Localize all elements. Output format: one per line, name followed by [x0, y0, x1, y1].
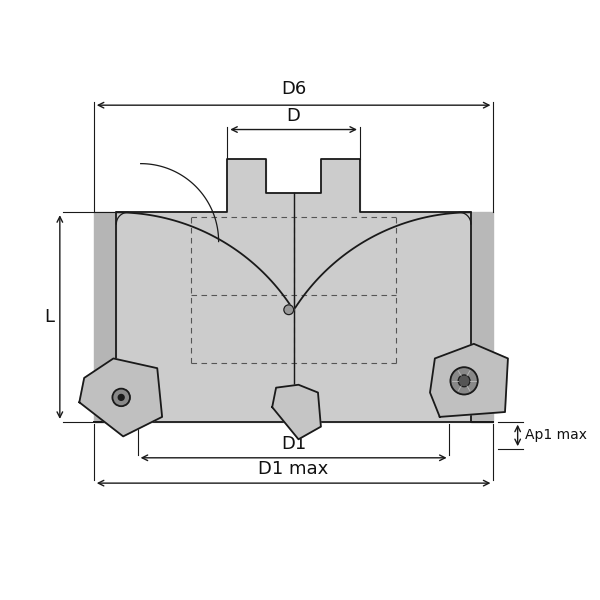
Polygon shape — [272, 385, 321, 439]
Polygon shape — [471, 212, 493, 422]
Polygon shape — [94, 159, 493, 422]
Text: Ap1 max: Ap1 max — [526, 428, 587, 442]
Text: D6: D6 — [281, 80, 306, 98]
Text: L: L — [44, 308, 54, 326]
Text: D1: D1 — [281, 435, 306, 453]
Polygon shape — [94, 212, 116, 422]
Circle shape — [284, 305, 293, 314]
Circle shape — [458, 375, 470, 386]
Text: D1 max: D1 max — [259, 460, 329, 478]
Polygon shape — [79, 358, 162, 436]
Circle shape — [118, 394, 124, 400]
Circle shape — [451, 367, 478, 394]
Text: D: D — [287, 107, 301, 125]
Polygon shape — [430, 344, 508, 417]
Circle shape — [112, 389, 130, 406]
